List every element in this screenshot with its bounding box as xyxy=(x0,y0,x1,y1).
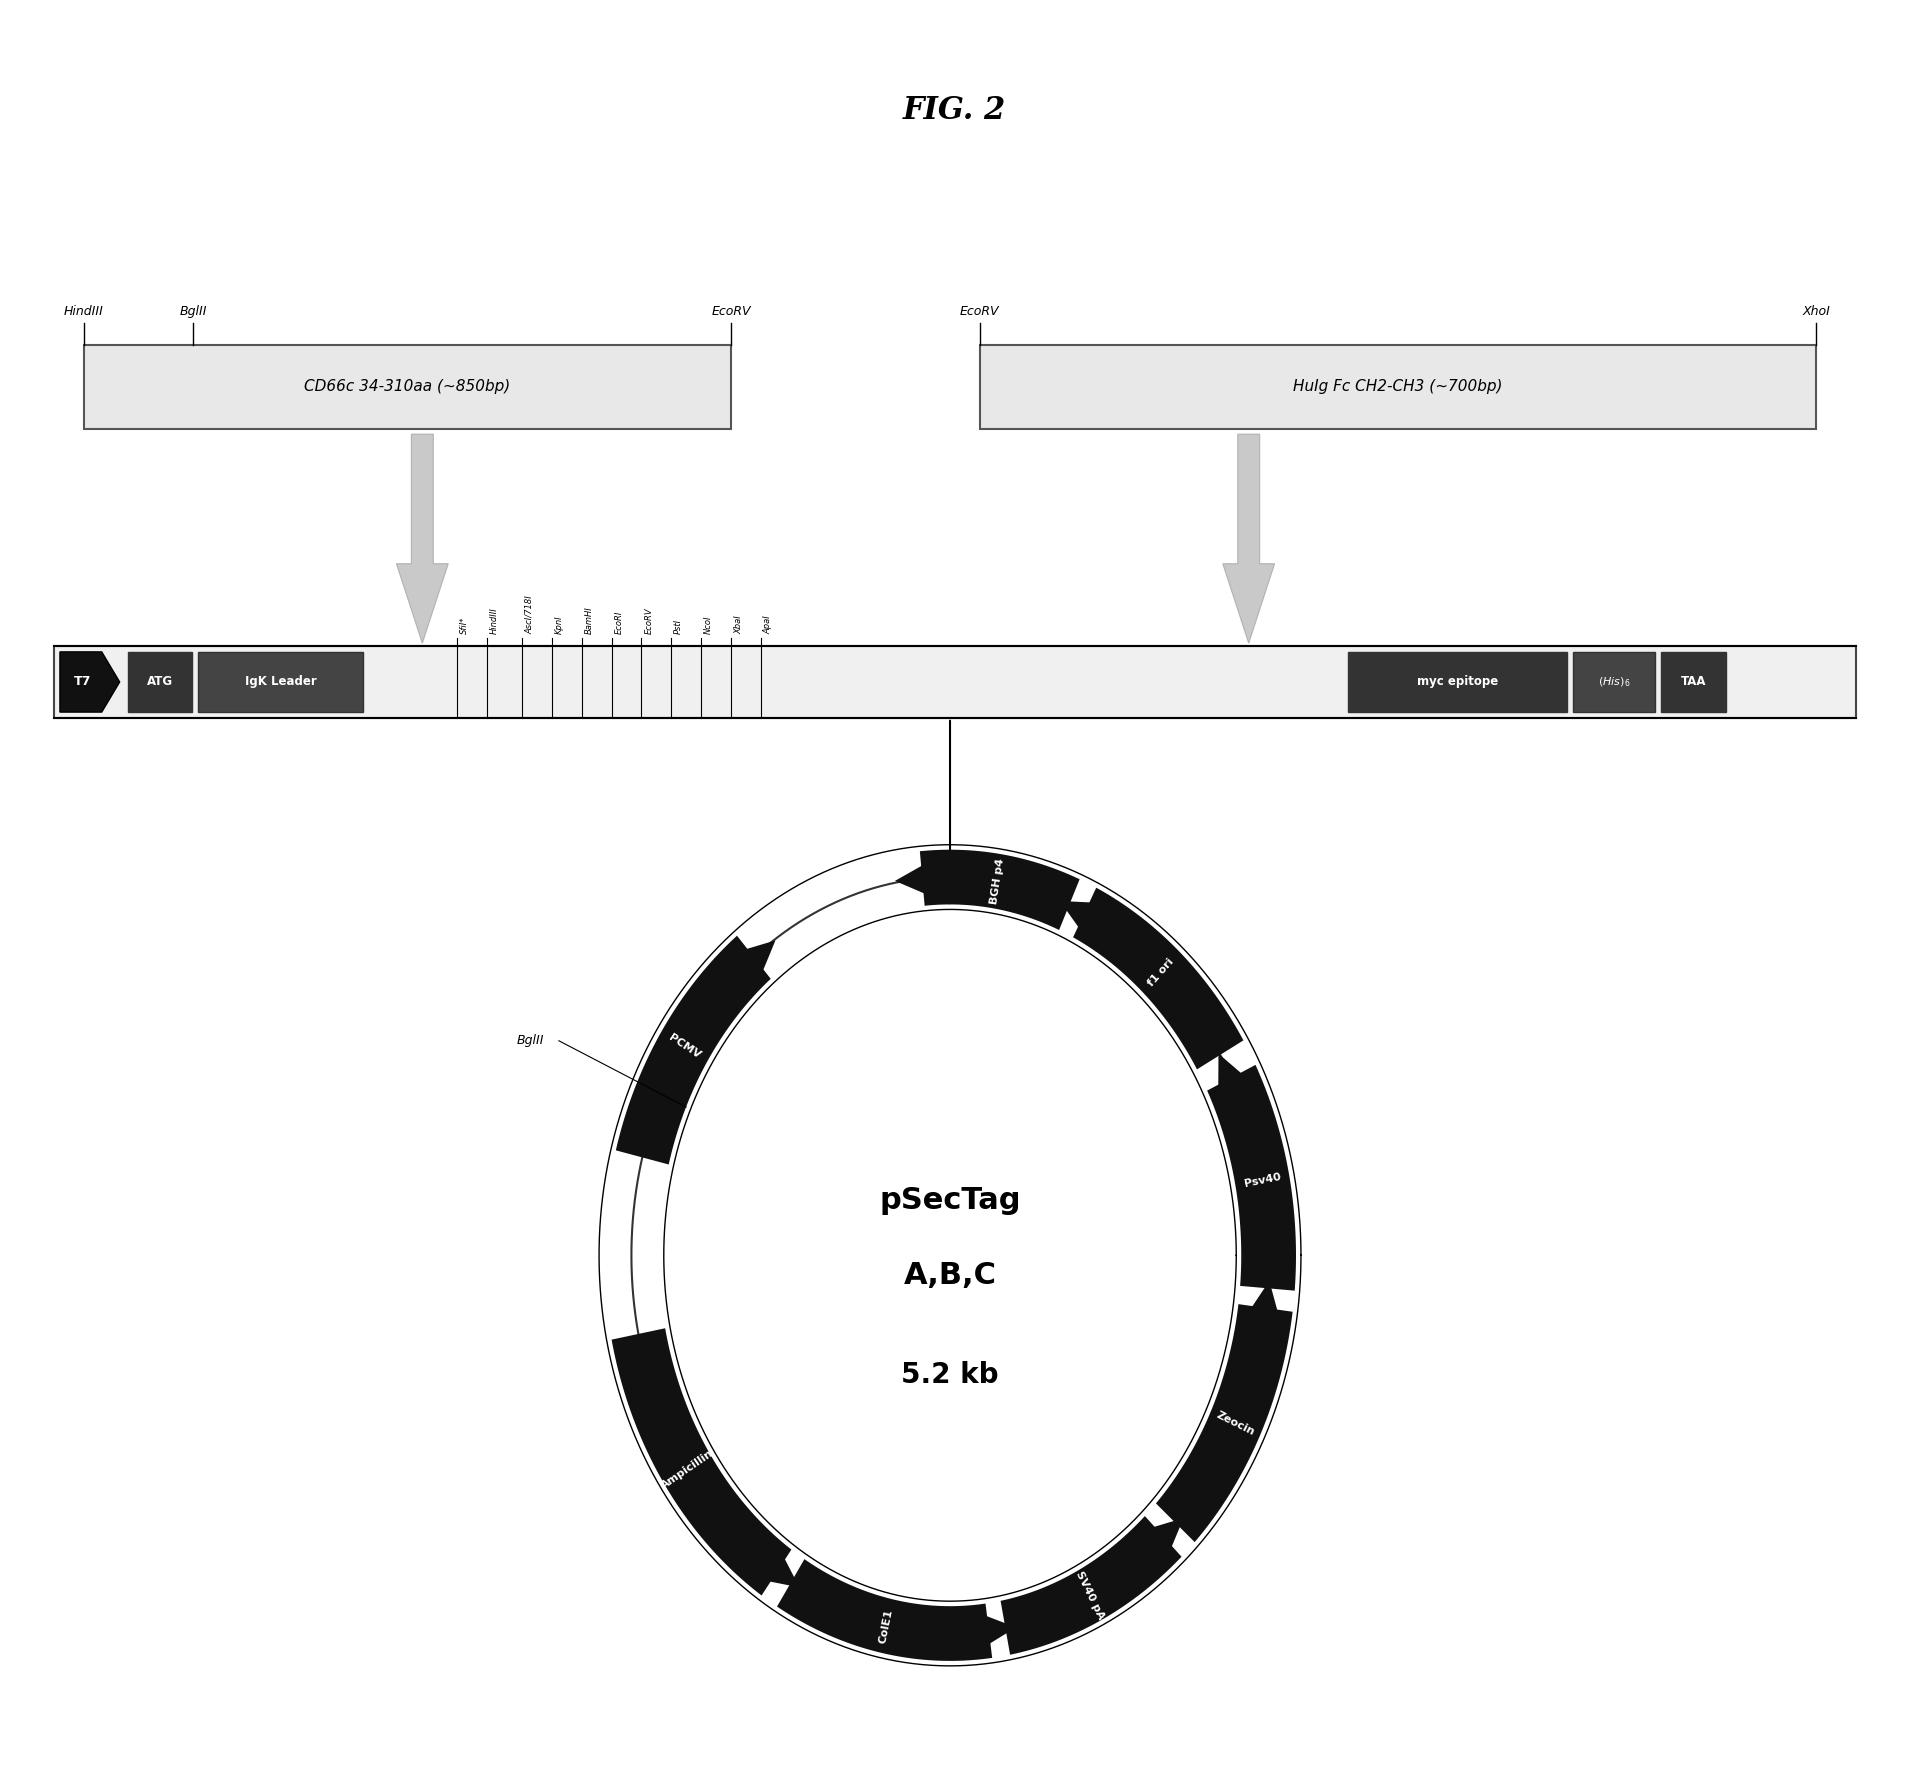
Polygon shape xyxy=(919,849,1079,929)
Polygon shape xyxy=(1156,1305,1291,1542)
Text: ApaI: ApaI xyxy=(763,615,772,634)
Text: EcoRI: EcoRI xyxy=(614,611,624,634)
Polygon shape xyxy=(959,1607,1016,1660)
Polygon shape xyxy=(397,434,448,643)
Text: myc epitope: myc epitope xyxy=(1417,675,1497,688)
FancyBboxPatch shape xyxy=(128,652,193,711)
Text: IgK Leader: IgK Leader xyxy=(244,675,317,688)
Text: XhoI: XhoI xyxy=(1802,306,1829,318)
Text: CD66c 34-310aa (~850bp): CD66c 34-310aa (~850bp) xyxy=(303,379,511,395)
Text: T7: T7 xyxy=(74,675,92,688)
Text: EcoRV: EcoRV xyxy=(711,306,749,318)
Text: BglII: BglII xyxy=(179,306,208,318)
FancyBboxPatch shape xyxy=(1348,652,1566,711)
Text: AscI/718I: AscI/718I xyxy=(524,595,534,634)
Text: PstI: PstI xyxy=(673,618,683,634)
Text: HindIII: HindIII xyxy=(490,608,500,634)
Text: $(His)_6$: $(His)_6$ xyxy=(1596,675,1629,688)
Text: EcoRV: EcoRV xyxy=(645,608,652,634)
Polygon shape xyxy=(1125,1519,1182,1580)
Text: PCMV: PCMV xyxy=(666,1033,702,1061)
Polygon shape xyxy=(59,652,120,711)
Polygon shape xyxy=(1072,888,1243,1069)
Text: XbaI: XbaI xyxy=(734,615,742,634)
Text: A,B,C: A,B,C xyxy=(904,1260,995,1290)
Polygon shape xyxy=(776,1558,992,1660)
Polygon shape xyxy=(736,1531,799,1587)
Text: Zeocin: Zeocin xyxy=(1213,1410,1255,1439)
Text: HindIII: HindIII xyxy=(63,306,103,318)
FancyBboxPatch shape xyxy=(1659,652,1724,711)
Polygon shape xyxy=(1217,1054,1268,1119)
Text: 5.2 kb: 5.2 kb xyxy=(900,1360,997,1388)
Text: ATG: ATG xyxy=(147,675,174,688)
Text: TAA: TAA xyxy=(1680,675,1705,688)
Text: FIG. 2: FIG. 2 xyxy=(902,95,1005,127)
Text: EcoRV: EcoRV xyxy=(959,306,999,318)
Polygon shape xyxy=(1234,1281,1287,1347)
Text: BglII: BglII xyxy=(517,1035,543,1047)
Text: Psv40: Psv40 xyxy=(1241,1170,1282,1188)
FancyBboxPatch shape xyxy=(198,652,362,711)
Text: BGH p4: BGH p4 xyxy=(988,858,1005,904)
Text: f1 ori: f1 ori xyxy=(1146,956,1175,988)
FancyBboxPatch shape xyxy=(84,345,730,429)
FancyBboxPatch shape xyxy=(1573,652,1653,711)
Polygon shape xyxy=(713,940,774,999)
Polygon shape xyxy=(999,1515,1180,1655)
Text: BamHI: BamHI xyxy=(584,606,593,634)
Polygon shape xyxy=(1207,1065,1295,1290)
Polygon shape xyxy=(1222,434,1274,643)
Polygon shape xyxy=(612,1328,791,1596)
Polygon shape xyxy=(1058,901,1123,951)
Text: SfiI*: SfiI* xyxy=(460,617,469,634)
Text: SV40 pA: SV40 pA xyxy=(1074,1569,1104,1621)
Text: ColE1: ColE1 xyxy=(877,1608,894,1644)
Text: pSecTag: pSecTag xyxy=(879,1187,1020,1215)
Text: NcoI: NcoI xyxy=(704,617,713,634)
Polygon shape xyxy=(616,936,770,1165)
Text: KpnI: KpnI xyxy=(555,615,563,634)
Polygon shape xyxy=(894,849,950,904)
FancyBboxPatch shape xyxy=(53,647,1856,718)
Text: HuIg Fc CH2-CH3 (~700bp): HuIg Fc CH2-CH3 (~700bp) xyxy=(1293,379,1503,395)
FancyBboxPatch shape xyxy=(980,345,1815,429)
Text: Ampicillin: Ampicillin xyxy=(660,1447,715,1490)
